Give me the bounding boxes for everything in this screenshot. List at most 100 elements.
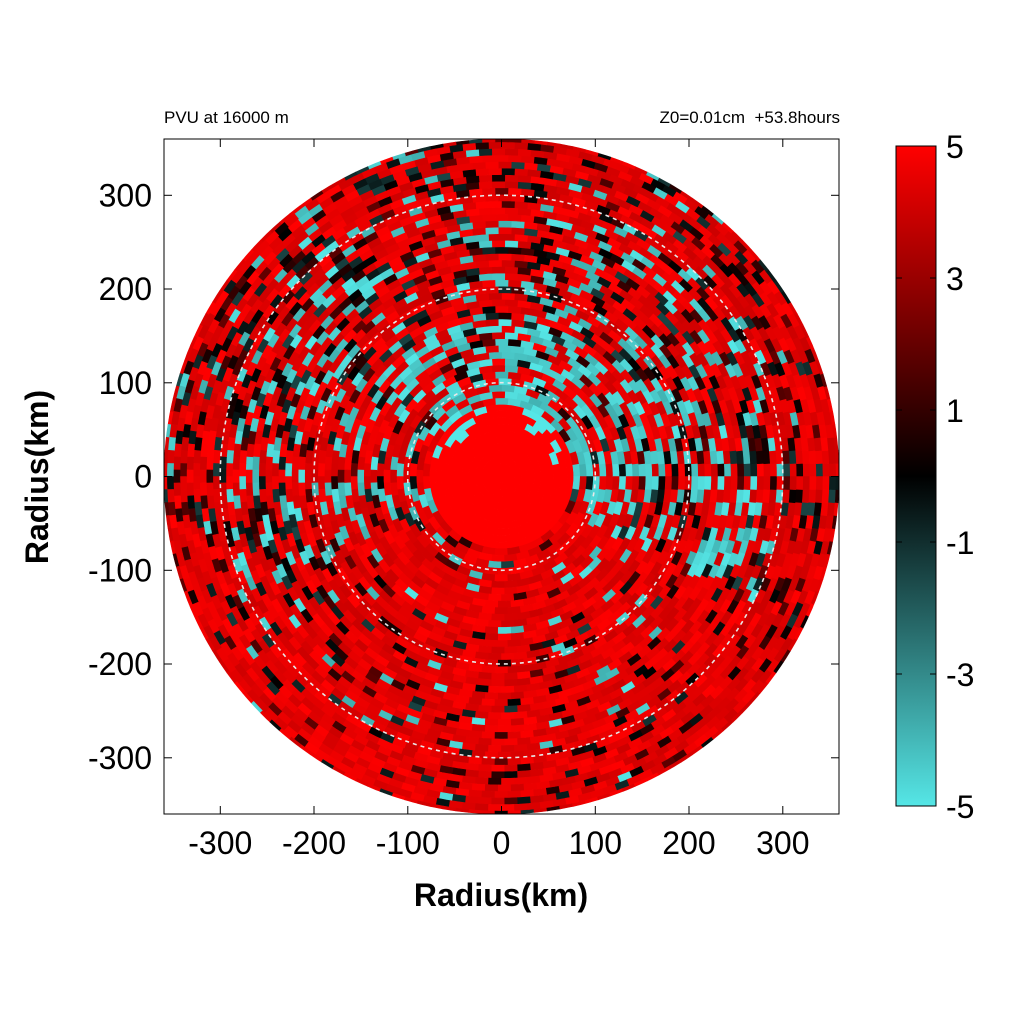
field-cell: [749, 488, 758, 503]
x-tick-label: 0: [493, 825, 511, 861]
field-cell: [494, 791, 509, 799]
field-cell: [238, 476, 247, 490]
field-cell: [510, 691, 525, 700]
field-cell: [494, 607, 509, 615]
field-cell: [625, 463, 634, 477]
field-cell: [491, 672, 506, 681]
field-cell: [750, 476, 758, 490]
field-cell: [225, 488, 235, 504]
field-cell: [497, 718, 512, 727]
field-cell: [671, 476, 680, 490]
field-cell: [592, 476, 601, 490]
field-cell: [491, 580, 506, 589]
field-cell: [494, 187, 509, 195]
field-cell: [497, 567, 512, 576]
field-cell: [510, 724, 525, 733]
field-cell: [501, 259, 515, 268]
field-cell: [763, 463, 771, 477]
field-cell: [491, 174, 506, 182]
field-cell: [478, 207, 493, 216]
field-cell: [238, 488, 248, 503]
field-cell: [225, 463, 234, 477]
field-cell: [501, 619, 516, 628]
field-cell: [801, 488, 811, 504]
field-cell: [166, 463, 174, 477]
field-cell: [225, 476, 234, 490]
field-cell: [507, 639, 522, 648]
field-cell: [788, 489, 797, 504]
field-cell: [491, 423, 506, 432]
field-cell: [834, 449, 839, 464]
field-cell: [481, 790, 496, 799]
field-cell: [788, 449, 797, 464]
field-cell: [762, 449, 771, 465]
field-cell: [225, 449, 235, 465]
field-cell: [497, 220, 512, 228]
field-cell: [507, 698, 522, 707]
field-cell: [484, 312, 499, 321]
field-cell: [396, 462, 405, 477]
field-cell: [232, 482, 241, 497]
field-cell: [484, 220, 499, 228]
field-cell: [717, 476, 725, 490]
field-cell: [783, 463, 791, 477]
field-cell: [497, 253, 512, 261]
field-cell: [504, 613, 519, 622]
field-cell: [491, 364, 506, 373]
field-cell: [192, 476, 201, 490]
field-cell: [435, 469, 444, 484]
field-cell: [730, 476, 739, 490]
field-cell: [618, 463, 627, 477]
field-cell: [192, 488, 202, 504]
field-cell: [179, 488, 188, 504]
field-cell: [578, 463, 588, 477]
x-tick-label: -200: [282, 825, 346, 861]
field-cell: [834, 489, 839, 504]
field-cell: [585, 463, 594, 477]
field-cell: [324, 482, 333, 497]
field-cell: [491, 613, 506, 622]
field-cell: [504, 672, 519, 681]
field-cell: [651, 476, 660, 491]
field-cell: [481, 810, 496, 814]
field-cell: [484, 725, 499, 733]
field-cell: [631, 476, 640, 490]
colorbar: [895, 145, 937, 807]
x-tick-label: 200: [662, 825, 715, 861]
field-cell: [802, 476, 811, 490]
field-cell: [491, 679, 506, 687]
field-cell: [822, 463, 830, 477]
field-cell: [415, 469, 424, 484]
field-cell: [494, 397, 509, 405]
field-cell: [507, 139, 522, 143]
field-cell: [488, 167, 502, 176]
field-cell: [501, 685, 515, 694]
field-cell: [491, 266, 506, 274]
field-cell: [251, 482, 260, 497]
field-cell: [504, 738, 519, 746]
field-cell: [491, 180, 506, 189]
field-cell: [370, 469, 378, 484]
field-cell: [491, 521, 506, 530]
field-cell: [488, 593, 502, 602]
field-cell: [491, 587, 506, 595]
field-cell: [828, 449, 837, 464]
field-cell: [278, 456, 287, 471]
field-cell: [491, 764, 506, 773]
y-axis-label: Radius(km): [19, 390, 55, 564]
field-cell: [488, 712, 502, 720]
field-cell: [491, 299, 506, 307]
field-cell: [504, 705, 519, 714]
field-cell: [484, 161, 499, 169]
field-cell: [691, 463, 699, 477]
field-cell: [186, 456, 195, 471]
y-tick-label: 300: [99, 177, 152, 213]
field-cell: [782, 449, 791, 465]
field-cell: [212, 449, 221, 465]
field-cell: [488, 804, 502, 812]
field-cell: [488, 652, 502, 661]
field-cell: [199, 469, 207, 484]
field-cell: [783, 476, 791, 490]
field-cell: [605, 462, 614, 477]
